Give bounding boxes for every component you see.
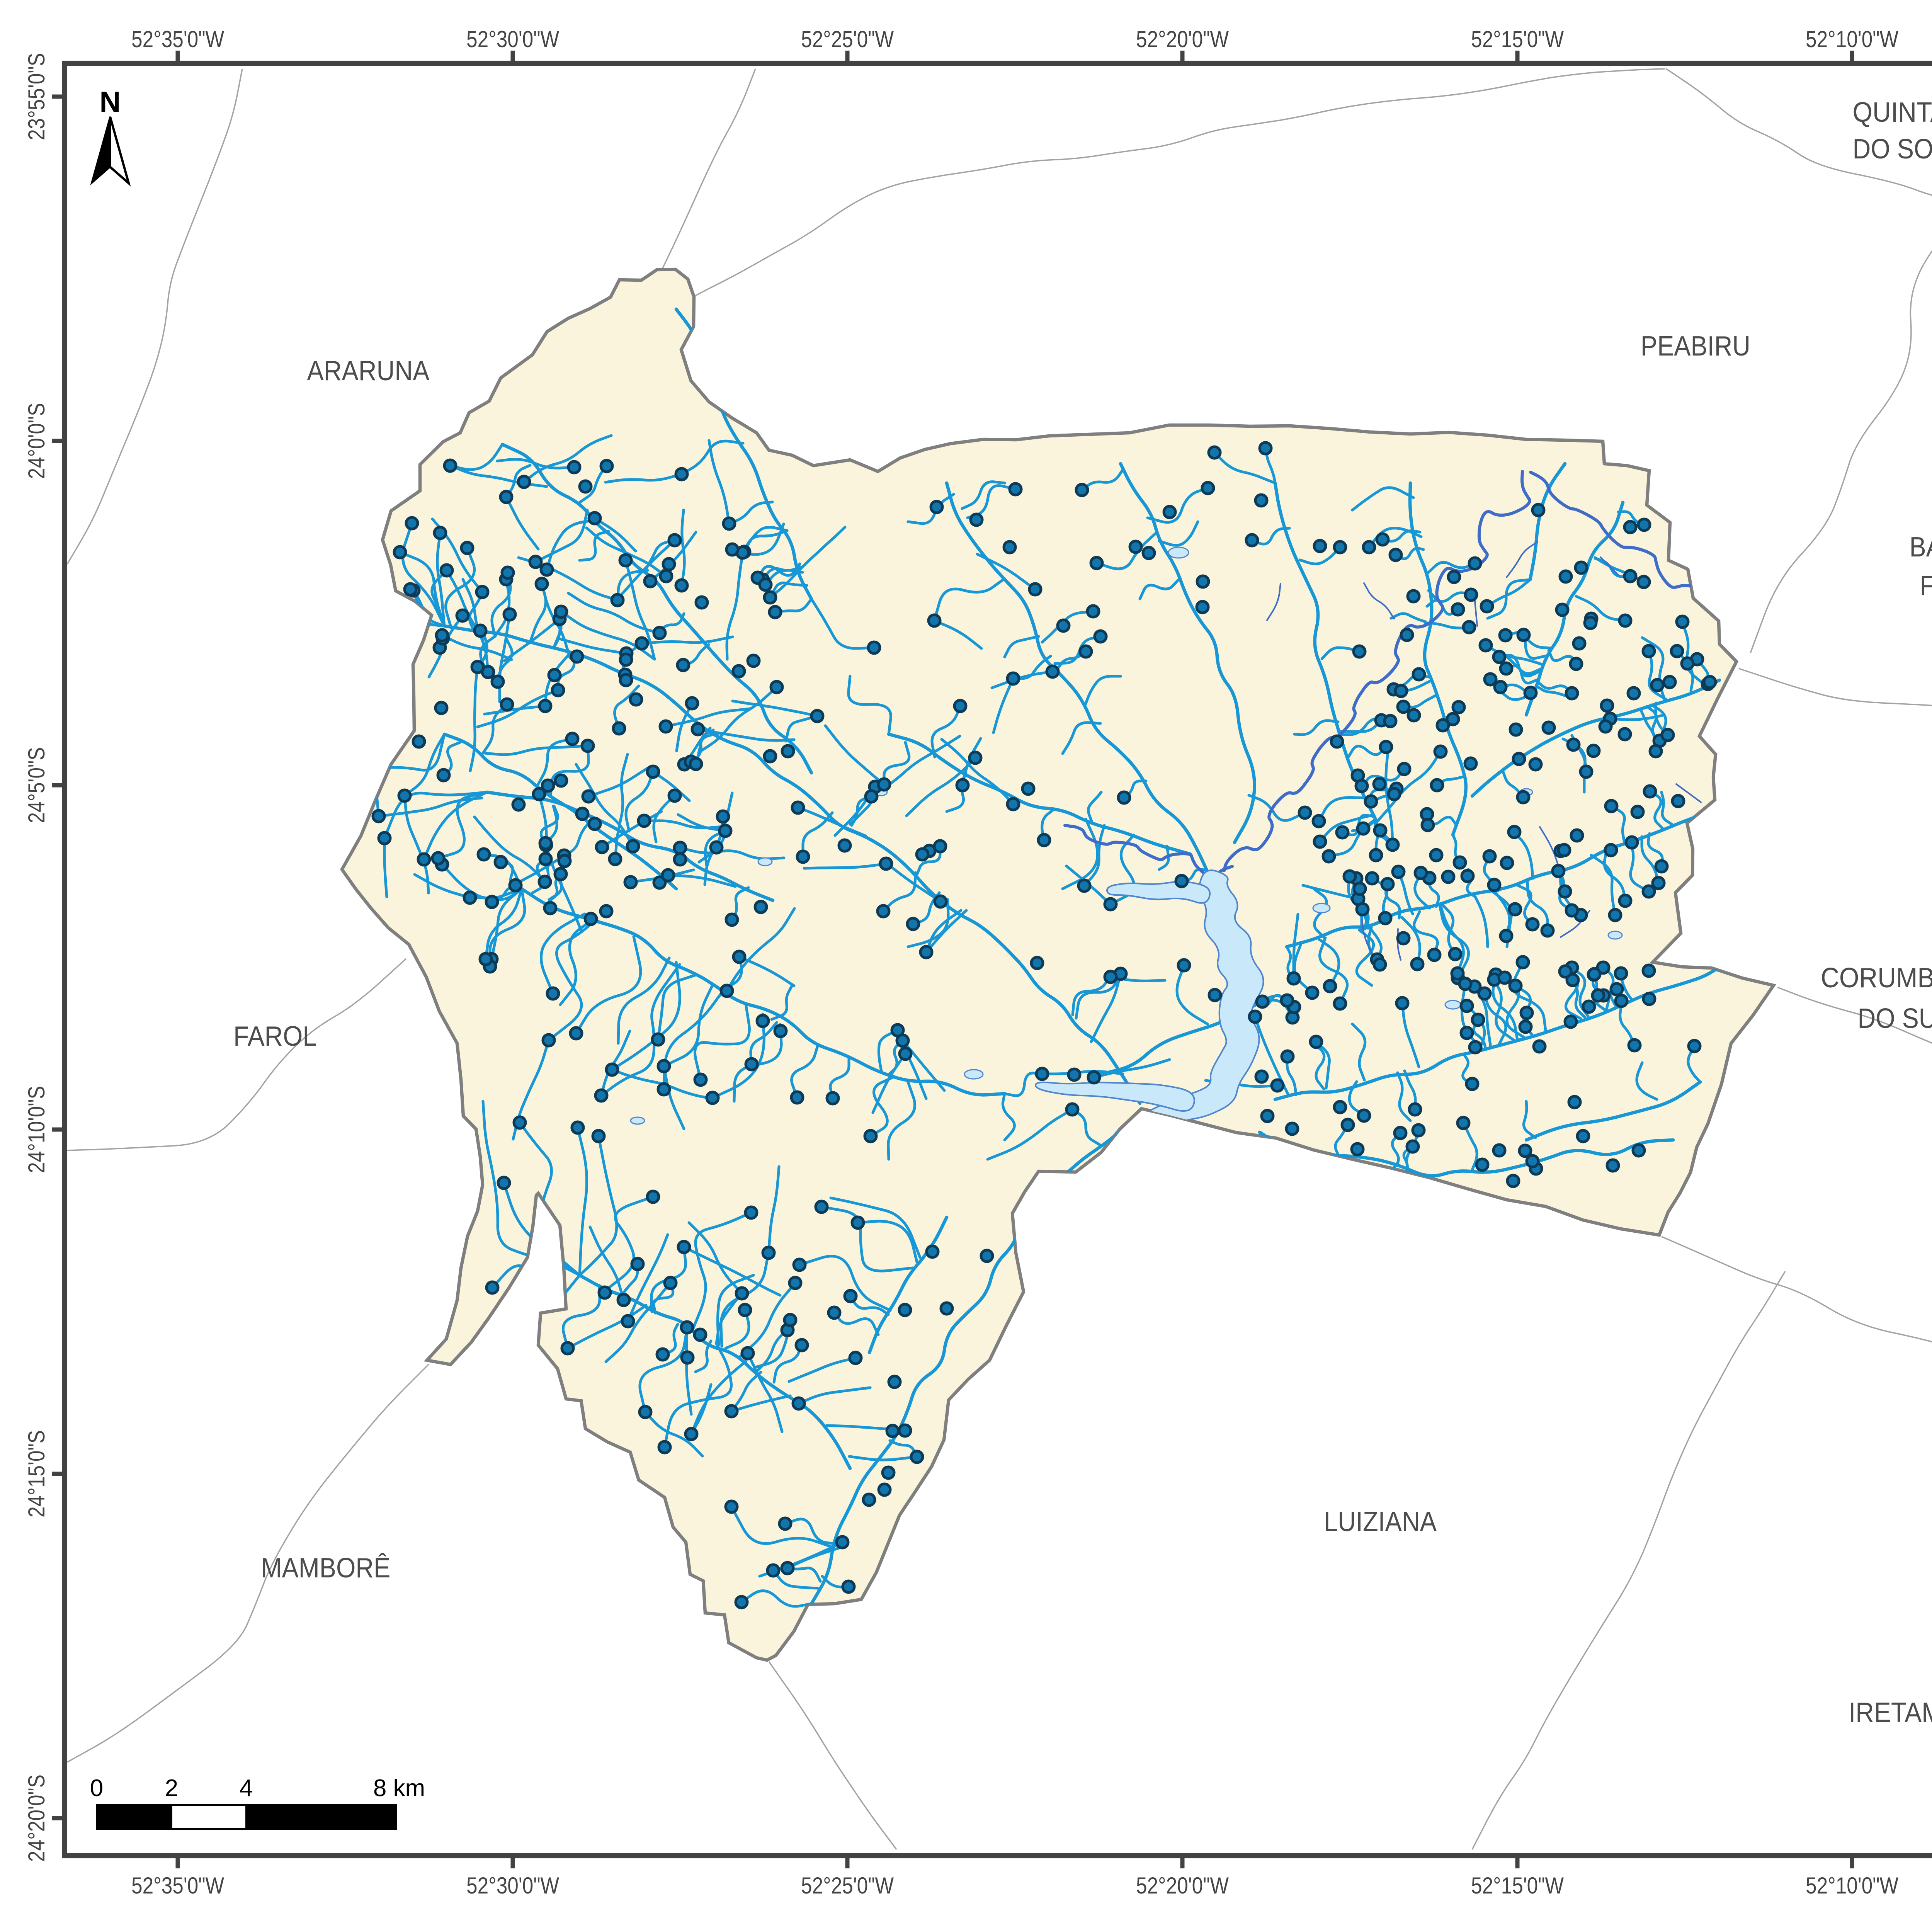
- svg-text:52°10'0"W: 52°10'0"W: [1806, 26, 1898, 52]
- svg-text:2: 2: [165, 1775, 178, 1802]
- svg-text:MAMBORÊ: MAMBORÊ: [261, 1553, 391, 1584]
- svg-text:8 km: 8 km: [373, 1775, 425, 1802]
- svg-text:FAROL: FAROL: [233, 1021, 317, 1052]
- svg-text:0: 0: [90, 1775, 103, 1802]
- svg-text:52°35'0"W: 52°35'0"W: [131, 1873, 224, 1899]
- svg-text:52°25'0"W: 52°25'0"W: [801, 26, 894, 52]
- svg-text:PEABIRU: PEABIRU: [1641, 331, 1750, 362]
- svg-text:24°15'0"S: 24°15'0"S: [24, 1430, 49, 1518]
- svg-text:N: N: [100, 86, 121, 119]
- svg-text:BARBOSA: BARBOSA: [1910, 532, 1932, 563]
- svg-text:24°0'0"S: 24°0'0"S: [24, 403, 49, 479]
- svg-text:23°55'0"S: 23°55'0"S: [24, 53, 49, 140]
- svg-text:24°20'0"S: 24°20'0"S: [24, 1774, 49, 1862]
- svg-text:52°30'0"W: 52°30'0"W: [466, 1873, 559, 1899]
- svg-text:52°30'0"W: 52°30'0"W: [466, 26, 559, 52]
- svg-text:52°20'0"W: 52°20'0"W: [1136, 1873, 1229, 1899]
- svg-text:IRETAMA: IRETAMA: [1849, 1697, 1932, 1728]
- svg-text:4: 4: [240, 1775, 253, 1802]
- svg-text:ARARUNA: ARARUNA: [307, 356, 430, 386]
- svg-text:24°10'0"S: 24°10'0"S: [24, 1086, 49, 1173]
- svg-text:52°10'0"W: 52°10'0"W: [1806, 1873, 1898, 1899]
- svg-text:52°20'0"W: 52°20'0"W: [1136, 26, 1229, 52]
- svg-text:52°15'0"W: 52°15'0"W: [1471, 26, 1564, 52]
- svg-text:QUINTA: QUINTA: [1853, 97, 1932, 128]
- svg-text:CORUMBATAÍ: CORUMBATAÍ: [1821, 963, 1932, 994]
- svg-text:DO SOL: DO SOL: [1853, 134, 1932, 165]
- svg-text:DO SUL: DO SUL: [1858, 1003, 1932, 1034]
- svg-text:LUIZIANA: LUIZIANA: [1324, 1506, 1437, 1537]
- svg-text:52°25'0"W: 52°25'0"W: [801, 1873, 894, 1899]
- svg-text:FERRAZ: FERRAZ: [1920, 570, 1932, 601]
- svg-text:52°15'0"W: 52°15'0"W: [1471, 1873, 1564, 1899]
- svg-text:52°35'0"W: 52°35'0"W: [131, 26, 224, 52]
- svg-text:24°5'0"S: 24°5'0"S: [24, 747, 49, 823]
